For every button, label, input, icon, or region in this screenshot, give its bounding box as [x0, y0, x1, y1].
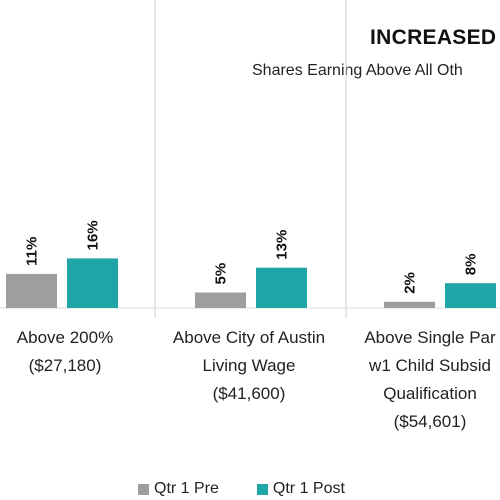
- category-label-3-line-3: Qualification: [383, 384, 477, 403]
- category-label-1-line-2: ($27,180): [29, 356, 102, 375]
- legend-label-pre: Qtr 1 Pre: [154, 480, 219, 497]
- data-label-post-1: 16%: [85, 220, 102, 250]
- category-label-2-line-1: Above City of Austin: [173, 328, 325, 347]
- bar-pre-3: [384, 301, 435, 308]
- legend-item-post: Qtr 1 Post: [256, 480, 345, 498]
- bar-post-3: [445, 283, 496, 308]
- legend-label-post: Qtr 1 Post: [272, 480, 345, 497]
- bar-pre-1: [6, 273, 57, 308]
- category-label-2-line-3: ($41,600): [213, 384, 286, 403]
- data-label-pre-1: 11%: [24, 237, 41, 266]
- legend-swatch-post: [256, 483, 268, 495]
- category-label-1-line-1: Above 200%: [17, 328, 113, 347]
- category-label-2-line-2: Living Wage: [203, 356, 296, 375]
- chart-subtitle: Shares Earning Above All Oth: [252, 62, 463, 79]
- chart-title: INCREASED: [370, 26, 497, 49]
- data-label-pre-3: 2%: [402, 272, 419, 294]
- category-label-3-line-2: w1 Child Subsid: [368, 356, 491, 375]
- bar-post-1: [67, 258, 118, 308]
- data-label-pre-2: 5%: [213, 263, 230, 285]
- data-label-post-2: 13%: [274, 230, 291, 260]
- legend-item-pre: Qtr 1 Pre: [138, 480, 219, 498]
- legend-swatch-pre: [138, 483, 149, 495]
- category-label-3-line-1: Above Single Par: [364, 328, 496, 347]
- bar-pre-2: [195, 292, 246, 308]
- category-label-3-line-4: ($54,601): [394, 412, 467, 431]
- legend: Qtr 1 Pre Qtr 1 Post: [138, 480, 383, 498]
- bar-post-2: [256, 267, 307, 308]
- data-label-post-3: 8%: [463, 254, 480, 276]
